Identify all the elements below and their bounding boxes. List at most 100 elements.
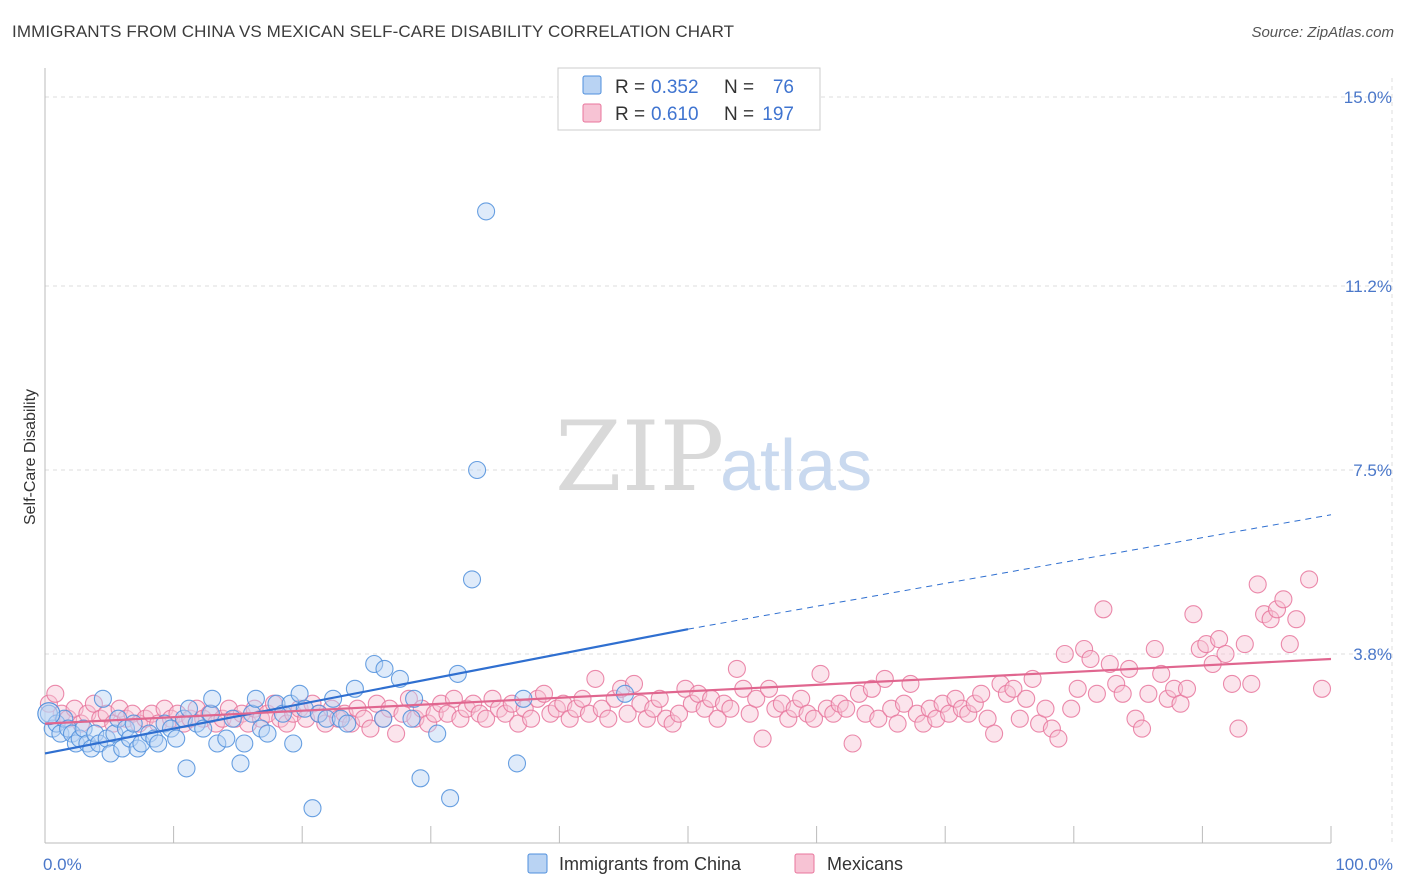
mexicans-point-162 <box>1081 649 1100 669</box>
legend-box <box>557 67 821 131</box>
china-point-41 <box>231 754 250 773</box>
china-point-30 <box>167 729 186 748</box>
mexicans-point-110 <box>747 689 766 708</box>
mexicans-point-106 <box>721 699 740 718</box>
legend-swatch-china <box>582 75 602 95</box>
china-point-42 <box>235 734 254 753</box>
x-tick-labels: 0.0% 100.0% <box>43 855 1393 874</box>
mexicans-point-37 <box>277 714 296 733</box>
mexicans-point-117 <box>792 689 811 708</box>
mexicans-point-7 <box>84 694 103 713</box>
y-axis-label: Self-Care Disability <box>22 389 39 525</box>
china-point-65 <box>405 689 424 708</box>
bottom-legend-swatch-china <box>527 853 548 874</box>
mexicans-point-160 <box>1068 679 1087 698</box>
mexicans-point-104 <box>708 709 727 728</box>
mexicans-point-85 <box>586 669 605 688</box>
china-point-37 <box>208 734 227 753</box>
mexicans-point-165 <box>1100 654 1119 674</box>
mexicans-point-98 <box>669 704 689 723</box>
mexicans-point-81 <box>560 709 579 728</box>
trendline-mexicans <box>44 657 1332 725</box>
mexicans-point-130 <box>875 669 894 688</box>
legend-r-value-china: 0.352 <box>651 77 699 98</box>
bottom-legend: Immigrants from China Mexicans <box>527 853 903 874</box>
y-tick-label-2: 11.2% <box>1345 277 1392 296</box>
china-point-58 <box>338 714 357 733</box>
mexicans-point-1 <box>46 684 65 703</box>
mexicans-point-169 <box>1126 709 1145 728</box>
mexicans-point-125 <box>843 734 862 753</box>
china-point-53 <box>303 799 322 818</box>
gridlines <box>45 78 1393 843</box>
mexicans-point-144 <box>965 694 984 713</box>
x-tick-label-1: 100.0% <box>1335 855 1393 874</box>
chart-title: IMMIGRANTS FROM CHINA VS MEXICAN SELF-CA… <box>12 22 735 41</box>
china-point-39 <box>217 729 236 748</box>
watermark-zip: ZIP <box>555 401 724 513</box>
mexicans-point-133 <box>894 694 914 713</box>
mexicans-point-196 <box>1312 679 1332 698</box>
legend-n-value-china: 76 <box>773 77 794 98</box>
mexicans-point-68 <box>477 709 496 728</box>
mexicans-point-192 <box>1274 590 1293 609</box>
mexicans-point-97 <box>663 714 682 733</box>
mexicans-point-145 <box>972 684 991 703</box>
mexicans-point-109 <box>740 704 759 723</box>
china-point-48 <box>273 704 292 723</box>
mexicans-point-183 <box>1216 644 1235 664</box>
china-point-32 <box>179 699 199 718</box>
china-point-67 <box>428 724 447 743</box>
mexicans-point-90 <box>618 704 637 723</box>
mexicans-point-71 <box>496 704 515 723</box>
mexicans-point-156 <box>1042 719 1061 738</box>
mexicans-point-119 <box>804 709 824 728</box>
y-tick-labels: 3.8% 7.5% 11.2% 15.0% <box>1344 88 1392 664</box>
mexicans-point-54 <box>387 724 406 743</box>
legend-r-value-mexicans: 0.610 <box>651 104 699 125</box>
legend-n-label-china: N = <box>724 77 754 98</box>
china-point-14 <box>93 689 112 708</box>
china-point-16 <box>101 744 120 763</box>
legend: R = 0.352 N = 76 R = 0.610 N = 197 <box>557 67 821 131</box>
mexicans-point-185 <box>1229 719 1248 738</box>
trendline-china <box>44 628 689 755</box>
mexicans-point-155 <box>1036 699 1055 718</box>
mexicans-point-193 <box>1280 635 1299 654</box>
mexicans-point-94 <box>644 699 663 718</box>
mexicans-point-143 <box>959 704 978 723</box>
mexicans-point-150 <box>1004 679 1023 698</box>
mexicans-point-177 <box>1177 679 1197 698</box>
china-point-19 <box>113 739 132 758</box>
mexicans-point-172 <box>1145 639 1164 659</box>
china-point-72 <box>477 202 496 221</box>
mexicans-point-59 <box>419 714 438 733</box>
mexicans-point-161 <box>1075 639 1094 659</box>
china-point-64 <box>402 709 421 728</box>
y-tick-label-0: 3.8% <box>1353 645 1392 664</box>
legend-n-label-mexicans: N = <box>724 104 754 125</box>
mexicans-point-134 <box>901 674 920 693</box>
bottom-legend-label-china: Immigrants from China <box>559 854 742 874</box>
x-tick-label-0: 0.0% <box>43 855 82 874</box>
mexicans-point-166 <box>1107 674 1126 693</box>
mexicans-point-151 <box>1010 709 1029 728</box>
mexicans-point-190 <box>1261 610 1280 629</box>
mexicans-point-75 <box>522 709 541 728</box>
mexicans-point-95 <box>650 689 669 708</box>
china-point-73 <box>507 754 527 773</box>
mexicans-point-152 <box>1017 689 1036 708</box>
mexicans-point-171 <box>1139 684 1158 703</box>
mexicans-point-132 <box>888 714 907 733</box>
mexicans-point-107 <box>727 659 746 678</box>
bottom-legend-label-mexicans: Mexicans <box>827 854 903 874</box>
mexicans-point-128 <box>862 679 881 698</box>
legend-r-label-china: R = <box>615 77 645 98</box>
mexicans-point-176 <box>1171 694 1190 713</box>
mexicans-point-66 <box>464 694 483 713</box>
china-point-22 <box>124 714 143 733</box>
watermark-atlas: atlas <box>720 426 872 506</box>
legend-n-value-mexicans: 197 <box>762 104 794 125</box>
legend-swatch-mexicans <box>582 103 602 123</box>
